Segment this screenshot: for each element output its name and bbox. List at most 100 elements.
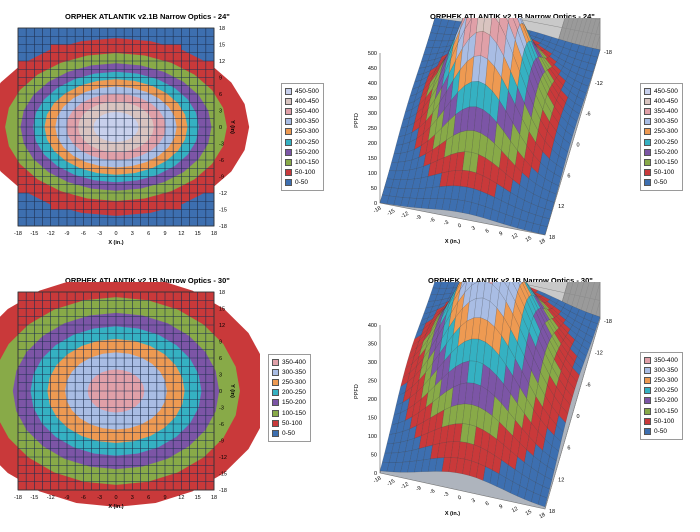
legend-swatch (285, 139, 292, 146)
y-tick-label: 15 (219, 43, 225, 49)
z-tick-label: 400 (368, 323, 377, 329)
legend-swatch (272, 359, 279, 366)
legend-label: 350-400 (295, 108, 319, 115)
x-axis-label: X (in.) (445, 511, 460, 517)
y-tick-label: -3 (219, 406, 224, 412)
x-tick-label: 3 (471, 225, 477, 232)
x-tick-label: 6 (147, 231, 150, 237)
legend-item: 0-50 (644, 426, 678, 436)
y-tick-label: -18 (219, 488, 227, 494)
legend-swatch (644, 179, 651, 186)
y-tick-label: -3 (219, 142, 224, 148)
y-tick-label: -18 (219, 224, 227, 230)
legend-label: 200-250 (282, 389, 306, 396)
x-tick-label: -12 (47, 495, 55, 501)
legend-item: 0-50 (272, 428, 306, 438)
z-tick-label: 300 (368, 111, 377, 117)
y-tick-label: 9 (219, 340, 222, 346)
y-tick-label: -9 (219, 439, 224, 445)
legend-swatch (285, 118, 292, 125)
legend-swatch (644, 128, 651, 135)
legend-item: 300-350 (644, 365, 678, 375)
y-tick-label: 18 (219, 290, 225, 296)
legend-swatch (644, 139, 651, 146)
legend-swatch (644, 149, 651, 156)
legend-label: 150-200 (295, 149, 319, 156)
legend-item: 150-200 (285, 147, 319, 157)
legend-swatch (272, 420, 279, 427)
legend-label: 200-250 (295, 139, 319, 146)
y-tick-label: 0 (577, 414, 580, 420)
legend-item: 0-50 (285, 178, 319, 188)
legend-label: 350-400 (654, 108, 678, 115)
x-tick-label: -15 (30, 231, 38, 237)
legend-label: 50-100 (295, 169, 315, 176)
legend-item: 200-250 (285, 137, 319, 147)
y-tick-label: 9 (219, 76, 222, 82)
legend-label: 50-100 (654, 169, 674, 176)
legend-label: 300-350 (295, 118, 319, 125)
legend-swatch (285, 108, 292, 115)
x-tick-label: 18 (211, 231, 217, 237)
legend-item: 250-300 (644, 375, 678, 385)
y-tick-label: 6 (567, 446, 570, 452)
z-tick-label: 100 (368, 434, 377, 440)
legend-swatch (272, 379, 279, 386)
x-tick-label: 12 (511, 506, 519, 514)
x-tick-label: 18 (538, 238, 546, 246)
y-tick-label: 15 (219, 307, 225, 313)
x-axis-label: X (in.) (445, 239, 460, 245)
z-tick-label: 400 (368, 81, 377, 87)
x-tick-label: 0 (114, 231, 117, 237)
y-tick-label: -18 (604, 319, 612, 325)
x-tick-label: -18 (14, 231, 22, 237)
legend-label: 100-150 (282, 410, 306, 417)
x-tick-label: 15 (525, 509, 533, 517)
legend-item: 100-150 (285, 157, 319, 167)
legend-label: 50-100 (282, 420, 302, 427)
x-tick-label: -6 (429, 488, 436, 496)
legend-swatch (285, 179, 292, 186)
z-tick-label: 150 (368, 416, 377, 422)
legend-swatch (644, 159, 651, 166)
chart-title: ORPHEK ATLANTIK v2.1B Narrow Optics - 24… (65, 12, 230, 21)
y-tick-label: -12 (219, 191, 227, 197)
legend-swatch (272, 410, 279, 417)
legend-item: 350-400 (644, 106, 678, 116)
legend-item: 50-100 (644, 168, 678, 178)
x-tick-label: 0 (457, 223, 463, 230)
legend-swatch (285, 98, 292, 105)
x-tick-label: 15 (195, 231, 201, 237)
x-tick-label: -18 (14, 495, 22, 501)
y-tick-label: 3 (219, 373, 222, 379)
heatmap-panel-24: ORPHEK ATLANTIK v2.1B Narrow Optics - 24… (0, 0, 340, 255)
legend-swatch (644, 418, 651, 425)
legend-label: 450-500 (295, 88, 319, 95)
surface-plot: 050100150200250300350400PPFD-18-15-12-9-… (340, 282, 640, 532)
x-tick-label: 9 (163, 231, 166, 237)
legend-swatch (644, 377, 651, 384)
legend-swatch (644, 428, 651, 435)
y-axis-label: Y (in) (229, 384, 235, 398)
x-tick-label: 6 (147, 495, 150, 501)
y-tick-label: 3 (219, 109, 222, 115)
legend-item: 300-350 (285, 117, 319, 127)
x-tick-label: -15 (30, 495, 38, 501)
legend-item: 250-300 (272, 377, 306, 387)
z-tick-label: 500 (368, 51, 377, 57)
legend-item: 450-500 (285, 86, 319, 96)
legend-swatch (644, 169, 651, 176)
legend-swatch (285, 88, 292, 95)
legend-label: 250-300 (295, 128, 319, 135)
legend-item: 250-300 (644, 127, 678, 137)
legend-item: 150-200 (272, 398, 306, 408)
z-tick-label: 300 (368, 360, 377, 366)
x-tick-label: -3 (443, 220, 450, 228)
y-tick-label: -6 (586, 112, 591, 118)
x-tick-label: 0 (457, 495, 463, 502)
surface-panel-30: ORPHEK ATLANTIK v2.1B Narrow Optics - 30… (340, 258, 700, 515)
x-tick-label: -9 (65, 231, 70, 237)
